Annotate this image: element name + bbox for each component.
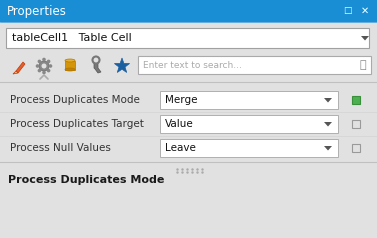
Bar bbox=[352, 144, 360, 152]
Polygon shape bbox=[324, 98, 332, 103]
Bar bbox=[0, 0, 377, 22]
Text: Enter text to search...: Enter text to search... bbox=[143, 60, 242, 69]
Circle shape bbox=[38, 69, 41, 72]
Circle shape bbox=[47, 60, 51, 63]
Text: ⌕: ⌕ bbox=[360, 60, 366, 70]
Circle shape bbox=[36, 64, 39, 68]
Bar bbox=[160, 91, 338, 109]
Ellipse shape bbox=[65, 59, 75, 62]
Bar bbox=[138, 56, 371, 74]
Bar bbox=[0, 112, 377, 136]
Text: Process Duplicates Target: Process Duplicates Target bbox=[10, 119, 144, 129]
Circle shape bbox=[42, 71, 46, 74]
Text: Process Duplicates Mode: Process Duplicates Mode bbox=[10, 95, 140, 105]
Text: Merge: Merge bbox=[165, 95, 198, 105]
Circle shape bbox=[92, 56, 100, 64]
Polygon shape bbox=[13, 71, 18, 74]
Polygon shape bbox=[16, 62, 25, 73]
Text: Process Duplicates Mode: Process Duplicates Mode bbox=[8, 175, 164, 185]
Polygon shape bbox=[94, 60, 101, 73]
Circle shape bbox=[41, 64, 46, 69]
Text: Process Null Values: Process Null Values bbox=[10, 143, 111, 153]
Text: Value: Value bbox=[165, 119, 194, 129]
Bar bbox=[352, 96, 360, 104]
Bar bbox=[0, 136, 377, 160]
Text: ✕: ✕ bbox=[361, 6, 369, 16]
Text: Leave: Leave bbox=[165, 143, 196, 153]
Circle shape bbox=[42, 58, 46, 61]
Polygon shape bbox=[361, 36, 369, 40]
Text: Properties: Properties bbox=[7, 5, 67, 18]
Bar bbox=[6, 28, 369, 48]
Circle shape bbox=[49, 64, 52, 68]
Bar bbox=[160, 139, 338, 157]
Polygon shape bbox=[114, 58, 130, 73]
Polygon shape bbox=[324, 122, 332, 127]
Bar bbox=[0, 88, 377, 112]
Bar bbox=[160, 115, 338, 133]
Circle shape bbox=[38, 60, 41, 63]
Ellipse shape bbox=[65, 68, 75, 71]
Text: tableCell1   Table Cell: tableCell1 Table Cell bbox=[12, 33, 132, 43]
Bar bbox=[65, 60, 75, 69]
Polygon shape bbox=[324, 146, 332, 150]
Text: □: □ bbox=[343, 6, 351, 15]
Circle shape bbox=[47, 69, 51, 72]
Bar bbox=[352, 120, 360, 128]
Circle shape bbox=[39, 61, 49, 71]
